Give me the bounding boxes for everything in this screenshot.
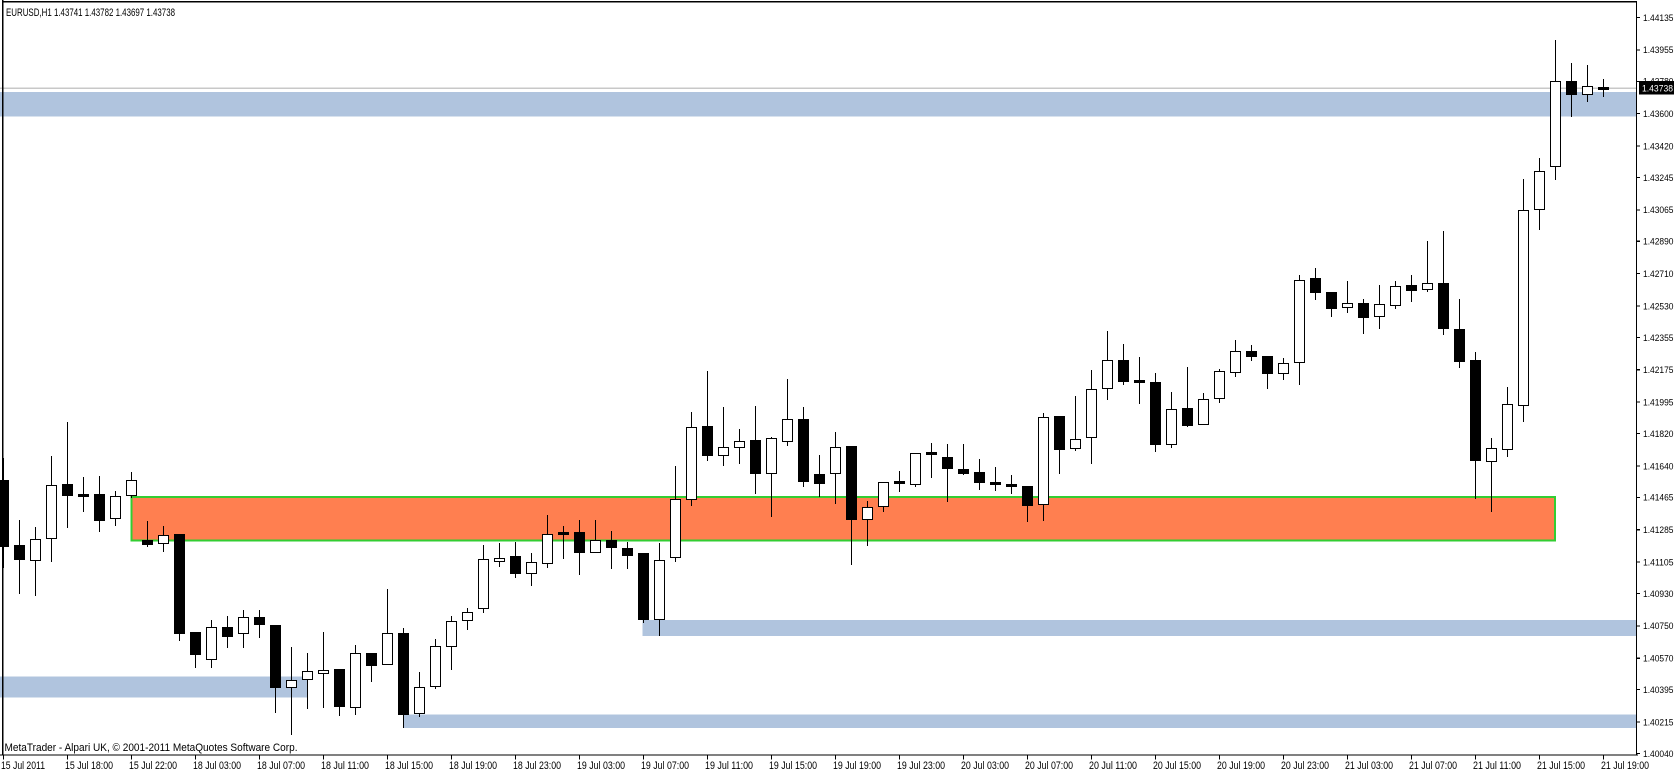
svg-text:1.41820: 1.41820: [1643, 429, 1674, 440]
svg-text:1.42355: 1.42355: [1643, 333, 1674, 344]
svg-text:20 Jul 11:00: 20 Jul 11:00: [1089, 760, 1137, 772]
svg-text:20 Jul 23:00: 20 Jul 23:00: [1281, 760, 1329, 772]
svg-text:20 Jul 03:00: 20 Jul 03:00: [961, 760, 1009, 772]
svg-text:1.42890: 1.42890: [1643, 237, 1674, 248]
svg-text:15 Jul 2011: 15 Jul 2011: [1, 760, 45, 772]
svg-text:19 Jul 03:00: 19 Jul 03:00: [577, 760, 625, 772]
svg-text:20 Jul 19:00: 20 Jul 19:00: [1217, 760, 1265, 772]
svg-text:20 Jul 15:00: 20 Jul 15:00: [1153, 760, 1201, 772]
svg-text:19 Jul 11:00: 19 Jul 11:00: [705, 760, 753, 772]
svg-text:1.42530: 1.42530: [1643, 301, 1674, 312]
svg-text:1.44135: 1.44135: [1643, 13, 1674, 24]
svg-text:1.41285: 1.41285: [1643, 525, 1674, 536]
svg-text:1.42175: 1.42175: [1643, 365, 1674, 376]
svg-text:1.40930: 1.40930: [1643, 589, 1674, 600]
svg-text:21 Jul 07:00: 21 Jul 07:00: [1409, 760, 1457, 772]
svg-text:MetaTrader - Alpari UK, © 2001: MetaTrader - Alpari UK, © 2001-2011 Meta…: [5, 742, 298, 754]
svg-text:1.40040: 1.40040: [1643, 749, 1674, 760]
svg-text:18 Jul 11:00: 18 Jul 11:00: [321, 760, 369, 772]
svg-text:1.40750: 1.40750: [1643, 621, 1674, 632]
svg-text:1.41995: 1.41995: [1643, 398, 1674, 409]
svg-text:1.40215: 1.40215: [1643, 717, 1674, 728]
svg-text:1.43600: 1.43600: [1643, 109, 1674, 120]
svg-text:1.43738: 1.43738: [1642, 84, 1673, 95]
svg-text:18 Jul 19:00: 18 Jul 19:00: [449, 760, 497, 772]
svg-text:19 Jul 15:00: 19 Jul 15:00: [769, 760, 817, 772]
svg-text:21 Jul 11:00: 21 Jul 11:00: [1473, 760, 1521, 772]
svg-text:1.40570: 1.40570: [1643, 654, 1674, 665]
svg-text:1.42710: 1.42710: [1643, 269, 1674, 280]
svg-text:1.40395: 1.40395: [1643, 685, 1674, 696]
svg-text:15 Jul 22:00: 15 Jul 22:00: [129, 760, 177, 772]
svg-text:1.43955: 1.43955: [1643, 45, 1674, 56]
svg-text:20 Jul 07:00: 20 Jul 07:00: [1025, 760, 1073, 772]
svg-text:18 Jul 15:00: 18 Jul 15:00: [385, 760, 433, 772]
svg-text:1.41105: 1.41105: [1643, 557, 1674, 568]
svg-text:1.41465: 1.41465: [1643, 493, 1674, 504]
svg-text:19 Jul 19:00: 19 Jul 19:00: [833, 760, 881, 772]
svg-text:21 Jul 15:00: 21 Jul 15:00: [1537, 760, 1585, 772]
svg-text:19 Jul 07:00: 19 Jul 07:00: [641, 760, 689, 772]
svg-text:1.43065: 1.43065: [1643, 205, 1674, 216]
svg-text:21 Jul 03:00: 21 Jul 03:00: [1345, 760, 1393, 772]
svg-text:19 Jul 23:00: 19 Jul 23:00: [897, 760, 945, 772]
svg-text:1.43420: 1.43420: [1643, 141, 1674, 152]
svg-text:1.43245: 1.43245: [1643, 173, 1674, 184]
svg-text:15 Jul 18:00: 15 Jul 18:00: [65, 760, 113, 772]
svg-text:18 Jul 07:00: 18 Jul 07:00: [257, 760, 305, 772]
svg-text:EURUSD,H1 1.43741 1.43782 1.4: EURUSD,H1 1.43741 1.43782 1.43697 1.4373…: [6, 7, 175, 19]
svg-text:1.41640: 1.41640: [1643, 461, 1674, 472]
svg-text:18 Jul 03:00: 18 Jul 03:00: [193, 760, 241, 772]
svg-text:18 Jul 23:00: 18 Jul 23:00: [513, 760, 561, 772]
svg-text:21 Jul 19:00: 21 Jul 19:00: [1601, 760, 1649, 772]
